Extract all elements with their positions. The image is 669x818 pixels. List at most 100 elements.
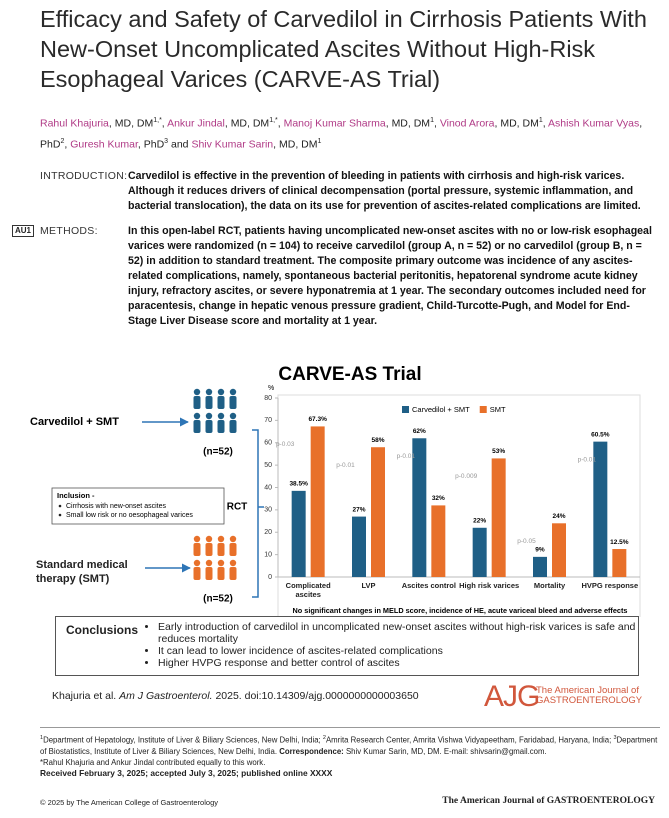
person-icon <box>193 535 201 543</box>
bar <box>472 527 487 577</box>
author-affiliation: 1,* <box>153 117 162 124</box>
y-tick-label: 40 <box>264 484 272 491</box>
logo-mark: AJG <box>484 680 540 713</box>
author-name: Rahul Khajuria <box>40 117 109 130</box>
logo-line: GASTROENTEROLOGY <box>536 695 643 706</box>
author-name: Manoj Kumar Sharma <box>283 117 386 130</box>
x-tick-label: HVPG response <box>581 581 639 590</box>
journal-title: GASTROENTEROLOGY <box>546 796 655 806</box>
bracket <box>252 429 264 598</box>
inclusion-item: Small low risk or no oesophageal varices <box>66 512 193 519</box>
person-icon <box>205 388 213 396</box>
person-icon <box>229 543 237 556</box>
x-tick-label: Ascites control <box>401 581 456 590</box>
citation-journal: Am J Gastroenterol. <box>119 690 213 702</box>
author-affiliation: 1 <box>430 117 434 124</box>
author-name: Ankur Jindal <box>167 117 225 130</box>
bar <box>533 556 547 577</box>
person-icon <box>193 420 201 433</box>
logo-text: The American Journal of GASTROENTEROLOGY <box>536 686 642 706</box>
value-label: 58% <box>371 437 384 444</box>
journal-prefix: The American Journal of <box>442 796 545 806</box>
y-tick-label: 0 <box>268 574 272 581</box>
person-icon <box>229 420 237 433</box>
x-tick-label-box: Ascites control <box>401 581 456 590</box>
legend-swatch <box>479 406 487 413</box>
copyright: © 2025 by The American College of Gastro… <box>40 798 218 807</box>
y-tick-label: 30 <box>264 507 272 514</box>
arm-label: Carvedilol + SMT <box>30 416 119 428</box>
section-label: INTRODUCTION: <box>40 170 128 182</box>
author-degrees: MD, DM <box>391 117 431 130</box>
person-icon <box>217 559 225 567</box>
person-icon <box>193 412 201 420</box>
y-tick-label: 20 <box>264 529 272 536</box>
section-text: Carvedilol is effective in the preventio… <box>128 170 641 212</box>
graphical-abstract: Carvedilol + SMT (n=52) Standard medical t… <box>30 364 641 617</box>
author-degrees: MD, DM <box>114 117 154 130</box>
logo-line: The American Journal of <box>536 685 639 696</box>
x-tick-label-box: HVPG response <box>581 581 639 590</box>
author-name: Guresh Kumar <box>70 138 138 150</box>
separator <box>40 727 660 728</box>
x-tick-label-box: High risk varices <box>459 581 519 590</box>
value-label: 32% <box>432 495 445 502</box>
person-icon <box>217 567 225 580</box>
conclusion-item: It can lead to lower incidence of ascite… <box>158 645 638 657</box>
person-icon <box>205 412 213 420</box>
conclusions-box: Conclusions Early introduction of carved… <box>55 616 639 676</box>
person-icon <box>229 559 237 567</box>
person-icon <box>205 535 213 543</box>
chart-title: CARVE-AS Trial <box>278 364 421 385</box>
inclusion-item: Cirrhosis with new-onset ascites <box>66 503 166 510</box>
correspondence: Shiv Kumar Sarin, MD, DM. E-mail: shivsa… <box>345 746 547 756</box>
bar <box>412 438 427 577</box>
author-affiliation: 1,* <box>269 117 278 124</box>
bar <box>371 447 385 577</box>
person-icon <box>229 535 237 543</box>
arm-n: (n=52) <box>203 594 233 605</box>
value-label: 22% <box>473 517 486 524</box>
author-list: Rahul Khajuria, MD, DM1,*, Ankur Jindal,… <box>40 117 643 150</box>
person-icon <box>205 567 213 580</box>
person-icon <box>217 412 225 420</box>
section-text: In this open-label RCT, patients having … <box>128 225 652 327</box>
p-value: p-0.009 <box>455 473 477 480</box>
conclusion-item: Higher HVPG response and better control … <box>158 657 638 669</box>
query-tag: AU1 <box>12 225 35 237</box>
x-tick-label-box: Mortality <box>534 581 565 590</box>
p-value: p-0.03 <box>276 441 295 448</box>
affiliation-text: Department of Hepatology, Institute of L… <box>43 735 319 745</box>
person-icon <box>229 396 237 409</box>
person-icon <box>205 420 213 433</box>
value-label: 60.5% <box>591 431 610 438</box>
y-tick-label: 50 <box>264 462 272 469</box>
x-tick-label: LVP <box>361 581 376 590</box>
author-name: Ashish Kumar Vyas <box>548 117 640 130</box>
equal-contribution: *Rahul Khajuria and Ankur Jindal contrib… <box>40 757 266 767</box>
person-icon <box>205 396 213 409</box>
bar <box>552 523 566 577</box>
author-affiliation: 2 <box>60 137 65 145</box>
bar <box>612 549 627 577</box>
person-icon <box>205 543 213 556</box>
p-value: p-0.05 <box>517 538 536 545</box>
conclusions-list: Early introduction of carvedilol in unco… <box>144 621 638 669</box>
p-value: p-0.01 <box>336 462 355 469</box>
x-tick-label-box: Complicated ascites <box>285 581 331 599</box>
person-icon <box>193 567 201 580</box>
person-icon <box>229 412 237 420</box>
value-label: 12.5% <box>610 539 629 546</box>
journal-name: The American Journal of GASTROENTEROLOGY <box>442 796 655 806</box>
value-label: 62% <box>413 428 426 435</box>
inclusion-box <box>51 487 225 525</box>
x-tick-label: Complicated ascites <box>285 581 331 599</box>
author-joiner: and <box>171 138 189 150</box>
arm-label-box: Standard medical therapy (SMT) <box>36 559 128 585</box>
bar <box>593 441 608 577</box>
author-degrees: PhD <box>40 138 61 150</box>
x-tick-label-box: LVP <box>361 581 376 590</box>
inclusion-title: Inclusion - <box>57 491 95 500</box>
y-axis-label: % <box>268 385 274 392</box>
